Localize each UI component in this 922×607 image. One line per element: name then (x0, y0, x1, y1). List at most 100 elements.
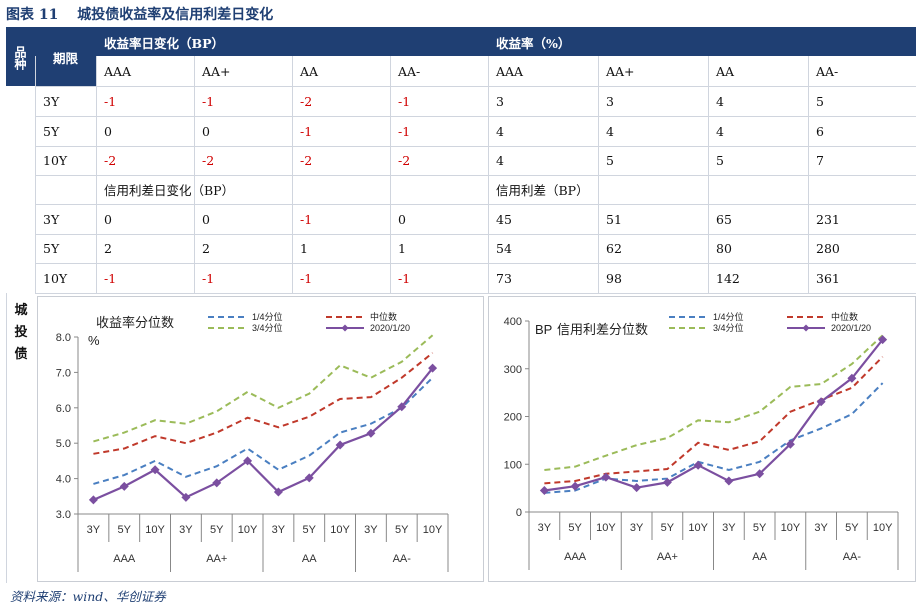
spread-cell: 45 (496, 211, 512, 227)
spread-change-cell: -1 (104, 270, 117, 286)
legend-marker (802, 324, 810, 332)
table-row-divider (35, 175, 916, 176)
data-point-marker (724, 476, 734, 486)
table-col-divider (808, 56, 809, 293)
yield-cell: 4 (606, 123, 614, 139)
legend-label: 2020/1/20 (370, 323, 410, 333)
table-row-divider (35, 204, 916, 205)
x-tick-label: 5Y (118, 524, 132, 536)
y-tick-label: 7.0 (56, 367, 71, 379)
x-tick-label: 3Y (179, 524, 193, 536)
series-line-0 (93, 376, 434, 485)
header-variety: 品种 (6, 29, 35, 86)
series-line-1 (93, 352, 434, 455)
table-col-divider (194, 56, 195, 293)
y-tick-label: 5.0 (56, 438, 71, 450)
x-group-label: AA- (843, 551, 862, 563)
spread-change-cell: 0 (398, 211, 406, 227)
spread-cell: 142 (716, 270, 740, 286)
y-tick-label: 4.0 (56, 474, 71, 486)
x-tick-label: 5Y (661, 522, 675, 534)
y-tick-label: 8.0 (56, 332, 71, 344)
yield-cell: 4 (716, 123, 724, 139)
x-tick-label: 5Y (210, 524, 224, 536)
spread-cell: 65 (716, 211, 732, 227)
spread-percentile-chart: 0 100 200 300 400 3Y 5Y 10Y 3Y 5Y 10Y 3Y 5Y 10Y 3Y 5Y 10… (504, 311, 899, 570)
row-category-char: 债 (14, 347, 28, 362)
term-cell: 5Y (43, 123, 60, 139)
series-line-0 (544, 382, 884, 494)
spread-change-cell: 1 (300, 241, 308, 256)
spread-change-cell: 2 (104, 241, 112, 256)
yield-cell: 5 (716, 153, 724, 168)
y-axis-unit: % (88, 333, 100, 348)
spread-cell: 73 (496, 270, 512, 286)
table-row-divider (35, 146, 916, 147)
yield-change-cell: -1 (300, 123, 313, 139)
table-row-divider (35, 234, 916, 235)
spread-cell: 280 (816, 241, 840, 256)
y-tick-label: 400 (504, 316, 522, 328)
rating-header: AA- (816, 63, 839, 79)
data-point-marker (181, 492, 191, 502)
data-point-marker (428, 363, 438, 373)
yield-cell: 5 (606, 153, 614, 168)
legend-label: 1/4分位 (713, 311, 744, 322)
data-point-marker (570, 481, 580, 491)
x-tick-label: 10Y (873, 522, 893, 534)
table-col-divider (96, 56, 97, 293)
x-tick-label: 10Y (330, 524, 350, 536)
legend-label: 中位数 (831, 311, 858, 322)
yield-change-cell: -2 (202, 153, 215, 168)
yield-change-cell: -2 (300, 93, 313, 109)
series-line-2 (544, 334, 884, 471)
legend-label: 中位数 (370, 311, 397, 322)
data-point-marker (539, 486, 549, 496)
yield-change-cell: -1 (398, 123, 411, 139)
x-tick-label: 5Y (568, 522, 582, 534)
spread-cell: 231 (816, 211, 840, 227)
term-cell: 5Y (43, 241, 60, 256)
spread-cell: 62 (606, 241, 622, 256)
data-table: 品种 期限 收益率日变化（BP） 收益率（%） AAA AA+ AA AA- AAA AA+ AA A… (6, 29, 916, 294)
data-point-marker (878, 335, 888, 345)
data-point-marker (366, 428, 376, 438)
spread-change-cell: -1 (398, 270, 411, 286)
y-tick-label: 0 (516, 507, 522, 519)
x-tick-label: 10Y (145, 524, 165, 536)
rating-header: AA- (398, 63, 421, 79)
spread-change-cell: -1 (300, 270, 313, 286)
spread-cell: 80 (716, 241, 732, 256)
rating-header: AAA (496, 63, 524, 79)
yield-cell: 6 (816, 123, 824, 139)
x-tick-label: 10Y (423, 524, 443, 536)
spread-change-cell: -1 (300, 211, 313, 227)
rating-header: AA (716, 63, 735, 79)
x-tick-label: 3Y (722, 522, 736, 534)
spread-change-cell: 2 (202, 241, 210, 256)
spread-cell: 54 (496, 241, 512, 256)
row-category-label: 城投债 (7, 300, 35, 366)
section-header-spread-change: 信用利差日变化（BP） (104, 183, 235, 198)
legend-label: 1/4分位 (252, 311, 283, 322)
term-cell: 3Y (43, 93, 60, 109)
x-tick-label: 3Y (630, 522, 644, 534)
x-tick-label: 3Y (87, 524, 101, 536)
table-col-divider (708, 56, 709, 293)
data-point-marker (243, 456, 253, 466)
table-row-divider (35, 116, 916, 117)
yield-chart-panel: 3.0 4.0 5.0 6.0 7.0 8.0 3Y 5Y 10Y 3Y 5Y 10Y 3Y 5Y 10Y 3… (37, 296, 484, 582)
data-point-marker (88, 495, 98, 505)
yield-cell: 5 (816, 93, 824, 109)
series-line-2 (93, 334, 434, 443)
x-tick-label: 3Y (364, 524, 378, 536)
data-point-marker (662, 477, 672, 487)
spread-change-cell: -1 (202, 270, 215, 286)
y-tick-label: 100 (504, 459, 522, 471)
yield-percentile-chart: 3.0 4.0 5.0 6.0 7.0 8.0 3Y 5Y 10Y 3Y 5Y 10Y 3Y 5Y 10Y 3… (56, 311, 449, 572)
x-tick-label: 5Y (753, 522, 767, 534)
legend-label: 2020/1/20 (831, 323, 871, 333)
x-tick-label: 3Y (272, 524, 286, 536)
rating-header: AA+ (606, 63, 635, 79)
table-col-divider (598, 56, 599, 293)
